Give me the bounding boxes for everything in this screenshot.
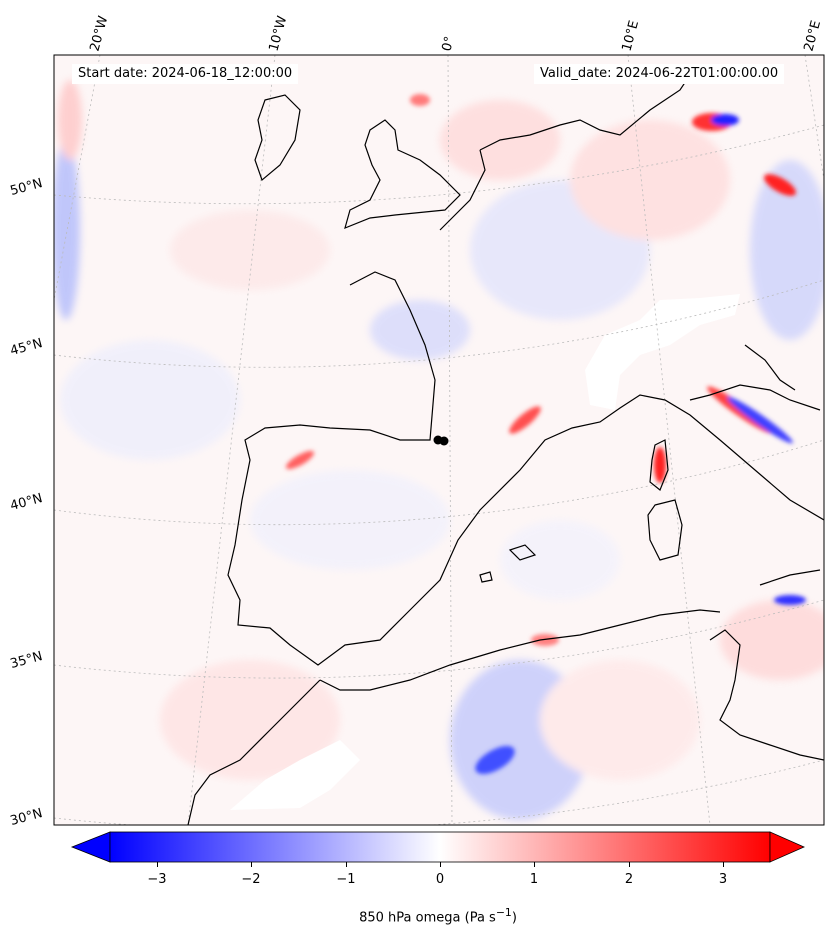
colorbar-tick-mark (346, 862, 347, 867)
colorbar-tick-mark (534, 862, 535, 867)
colorbar-max-extend (769, 831, 805, 863)
colorbar-tick-label: 3 (718, 872, 728, 887)
colorbar-units-exponent: −1 (495, 906, 512, 919)
colorbar-tick-label: 0 (435, 872, 445, 887)
map-frame (53, 54, 825, 826)
valid-date-label: Valid_date: 2024-06-22T01:00:00.00 (534, 64, 785, 84)
start-date-label: Start date: 2024-06-18_12:00:00 (72, 64, 299, 84)
colorbar (70, 831, 805, 863)
coastlines (187, 69, 824, 825)
colorbar-tick-mark (723, 862, 724, 867)
colorbar-variable: 850 hPa omega (359, 910, 461, 926)
graticule (54, 55, 824, 825)
colorbar-tick-label: 1 (529, 872, 539, 887)
colorbar-tick-mark (440, 862, 441, 867)
colorbar-tick-label: −2 (241, 872, 261, 887)
location-marker (433, 435, 449, 446)
colorbar-tick-mark (157, 862, 158, 867)
colorbar-tick-mark (251, 862, 252, 867)
colorbar-tick-label: −3 (147, 872, 167, 887)
colorbar-label: 850 hPa omega (Pa s−1) (359, 906, 517, 926)
colorbar-gradient (109, 831, 771, 863)
colorbar-tick-label: 2 (624, 872, 634, 887)
colorbar-tick-mark (629, 862, 630, 867)
omega-field (54, 80, 824, 820)
colorbar-units: Pa s (469, 910, 496, 926)
colorbar-min-extend (70, 831, 111, 863)
colorbar-tick-label: −1 (336, 872, 356, 887)
